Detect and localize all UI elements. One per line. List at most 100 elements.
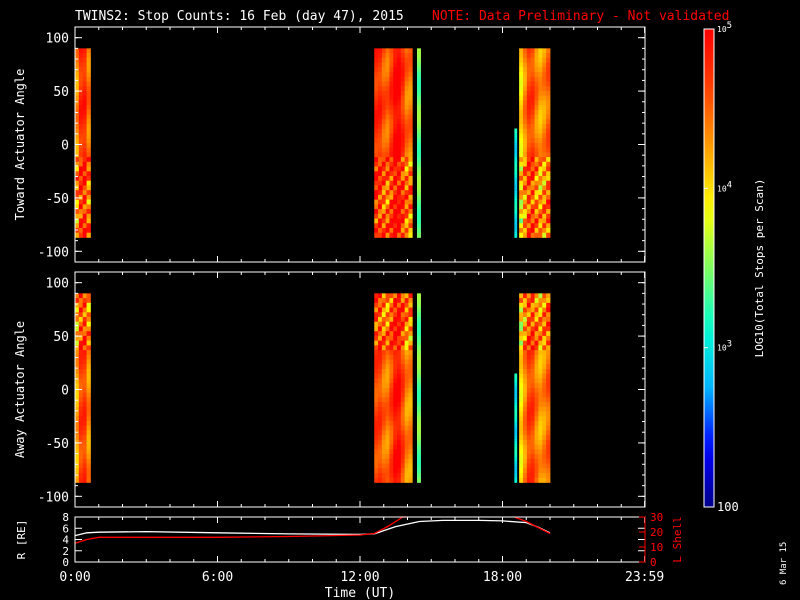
heatmap-cell [519, 67, 524, 73]
heatmap-cell [381, 157, 387, 163]
heatmap-cell [530, 161, 535, 167]
heatmap-cell [385, 392, 390, 398]
heatmap-cell [404, 76, 409, 82]
heatmap-cell [404, 48, 409, 54]
heatmap-cell [519, 449, 524, 455]
heatmap-cell [393, 402, 398, 408]
heatmap-cell [86, 138, 91, 144]
heatmap-cell [514, 191, 518, 195]
heatmap-cell [546, 340, 551, 346]
heatmap-cell [400, 368, 406, 375]
heatmap-cell [522, 194, 528, 201]
y-tick-label: -50 [46, 192, 69, 207]
colorbar-tick-label: 103 [717, 340, 732, 353]
heatmap-cell [408, 402, 413, 408]
heatmap-cell [546, 81, 551, 87]
heatmap-cell [397, 133, 402, 139]
heatmap-cell [546, 57, 551, 63]
heatmap-cell [542, 463, 547, 469]
heatmap-cell [381, 321, 387, 327]
heatmap-cell [381, 340, 387, 346]
heatmap-cell [538, 72, 543, 78]
heatmap-cell [538, 105, 543, 111]
heatmap-cell [519, 387, 524, 394]
heatmap-cell [378, 48, 383, 54]
heatmap-cell [542, 298, 547, 304]
heatmap-cell [542, 435, 547, 441]
heatmap-cell [86, 435, 91, 441]
x-tick-label: 0:00 [59, 570, 90, 585]
heatmap-cell [526, 321, 532, 327]
heatmap-cell [530, 48, 535, 54]
heatmap-cell [417, 402, 421, 408]
heatmap-cell [374, 232, 379, 238]
heatmap-cell [519, 161, 524, 167]
heatmap-cell [519, 199, 524, 205]
heatmap-cell [546, 345, 551, 351]
heatmap-cell [542, 171, 547, 177]
heatmap-cell [400, 312, 406, 318]
heatmap-cell [408, 109, 413, 115]
heatmap-cell [78, 477, 84, 483]
heatmap-cell [385, 161, 390, 167]
heatmap-cell [514, 387, 518, 391]
heatmap-cell [385, 209, 390, 215]
heatmap-cell [542, 123, 547, 130]
heatmap-cell [78, 142, 84, 149]
heatmap-cell [374, 223, 379, 229]
y-axis-label: Away Actuator Angle [13, 321, 27, 458]
heatmap-cell [389, 387, 394, 394]
heatmap-cell [514, 419, 518, 423]
heatmap-cell [530, 123, 535, 130]
heatmap-cell [82, 123, 87, 130]
heatmap-cell [408, 227, 413, 234]
heatmap-cell [86, 340, 91, 346]
heatmap-cell [417, 435, 421, 441]
heatmap-cell [530, 317, 535, 323]
heatmap-cell [404, 402, 409, 408]
heatmap-cell [393, 90, 398, 97]
heatmap-cell [75, 373, 80, 379]
heatmap-cell [526, 166, 532, 172]
heatmap-cell [397, 331, 402, 337]
data-note: NOTE: Data Preliminary - Not validated [432, 9, 729, 24]
heatmap-cell [389, 95, 394, 101]
heatmap-cell [519, 406, 524, 412]
heatmap-cell [538, 53, 543, 59]
heatmap-cell [82, 100, 87, 106]
heatmap-cell [526, 326, 532, 332]
heatmap-cell [389, 180, 394, 186]
heatmap-cell [526, 227, 532, 234]
heatmap-cell [522, 48, 528, 54]
heatmap-cell [417, 368, 421, 375]
heatmap-cell [82, 53, 87, 59]
heatmap-cell [82, 142, 87, 149]
heatmap-cell [417, 109, 421, 115]
y2-tick-label: 20 [650, 526, 663, 539]
heatmap-cell [75, 359, 80, 365]
heatmap-cell [78, 95, 84, 101]
heatmap-cell [78, 190, 84, 196]
heatmap-cell [82, 95, 87, 101]
heatmap-cell [82, 62, 87, 68]
heatmap-cell [82, 317, 87, 323]
heatmap-cell [542, 368, 547, 375]
heatmap-cell [522, 90, 528, 97]
heatmap-cell [78, 340, 84, 346]
heatmap-cell [385, 458, 390, 464]
heatmap-cell [404, 298, 409, 304]
heatmap-cell [78, 199, 84, 205]
heatmap-cell [397, 383, 402, 389]
heatmap-cell [404, 359, 409, 365]
heatmap-cell [78, 425, 84, 431]
heatmap-cell [546, 128, 551, 134]
heatmap-cell [78, 416, 84, 422]
heatmap-cell [385, 180, 390, 186]
heatmap-cell [404, 411, 409, 417]
heatmap-cell [378, 454, 383, 460]
heatmap-cell [538, 472, 543, 479]
heatmap-cell [522, 76, 528, 82]
heatmap-cell [404, 463, 409, 469]
heatmap-cell [400, 354, 406, 360]
heatmap-cell [404, 157, 409, 163]
